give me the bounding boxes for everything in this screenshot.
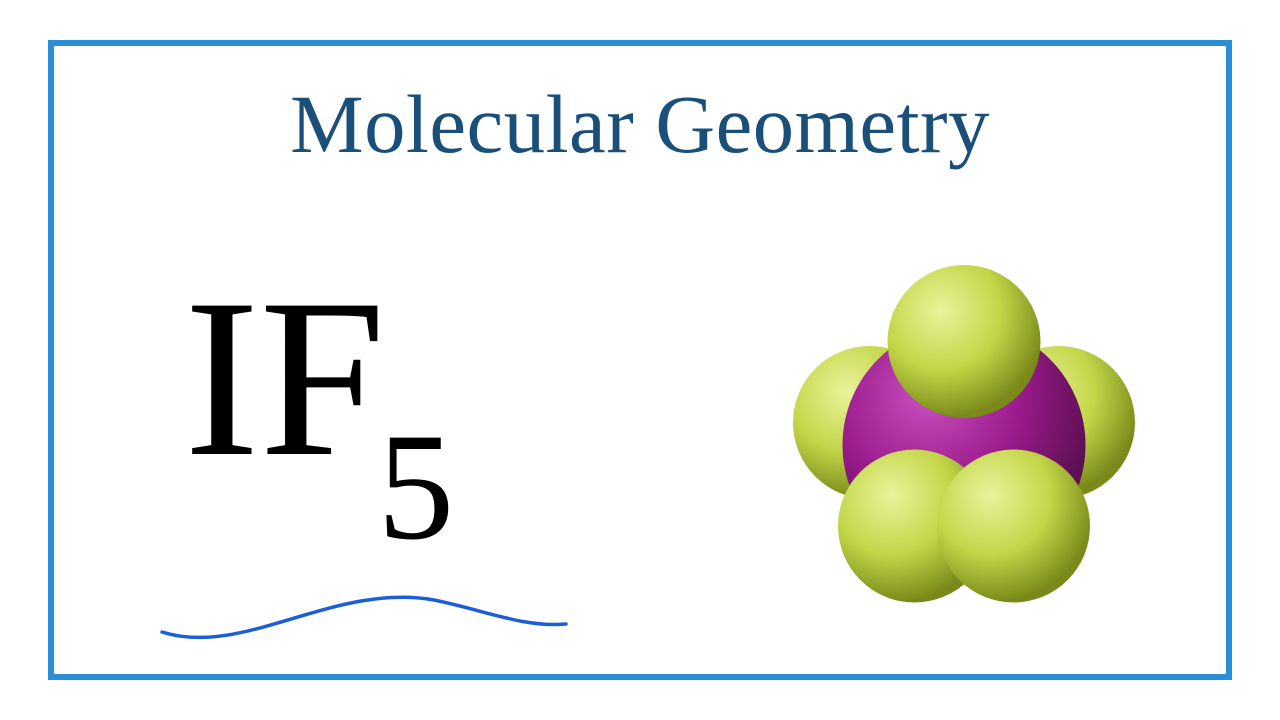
fluorine-atom-front-right — [937, 450, 1090, 603]
molecule-3d-model — [784, 256, 1144, 616]
content-frame: Molecular Geometry IF5 — [48, 40, 1232, 680]
hand-underline — [154, 586, 574, 656]
page-title: Molecular Geometry — [54, 76, 1226, 172]
chemical-formula: IF5 — [184, 266, 462, 493]
fluorine-atom-top — [888, 265, 1041, 418]
underline-path — [162, 597, 566, 637]
formula-main-text: IF — [184, 266, 386, 493]
formula-subscript: 5 — [378, 411, 455, 564]
